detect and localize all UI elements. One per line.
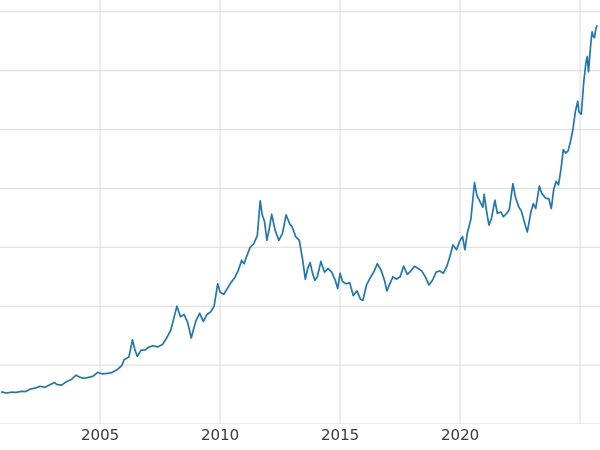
x-tick-label-2010: 2010 — [201, 426, 240, 444]
x-tick-label-2015: 2015 — [321, 426, 360, 444]
x-tick-label-2020: 2020 — [441, 426, 480, 444]
plot-area — [0, 0, 600, 424]
price-line — [0, 25, 598, 394]
grid-lines — [0, 0, 600, 424]
series-price — [0, 25, 598, 394]
x-tick-label-2005: 2005 — [81, 426, 120, 444]
